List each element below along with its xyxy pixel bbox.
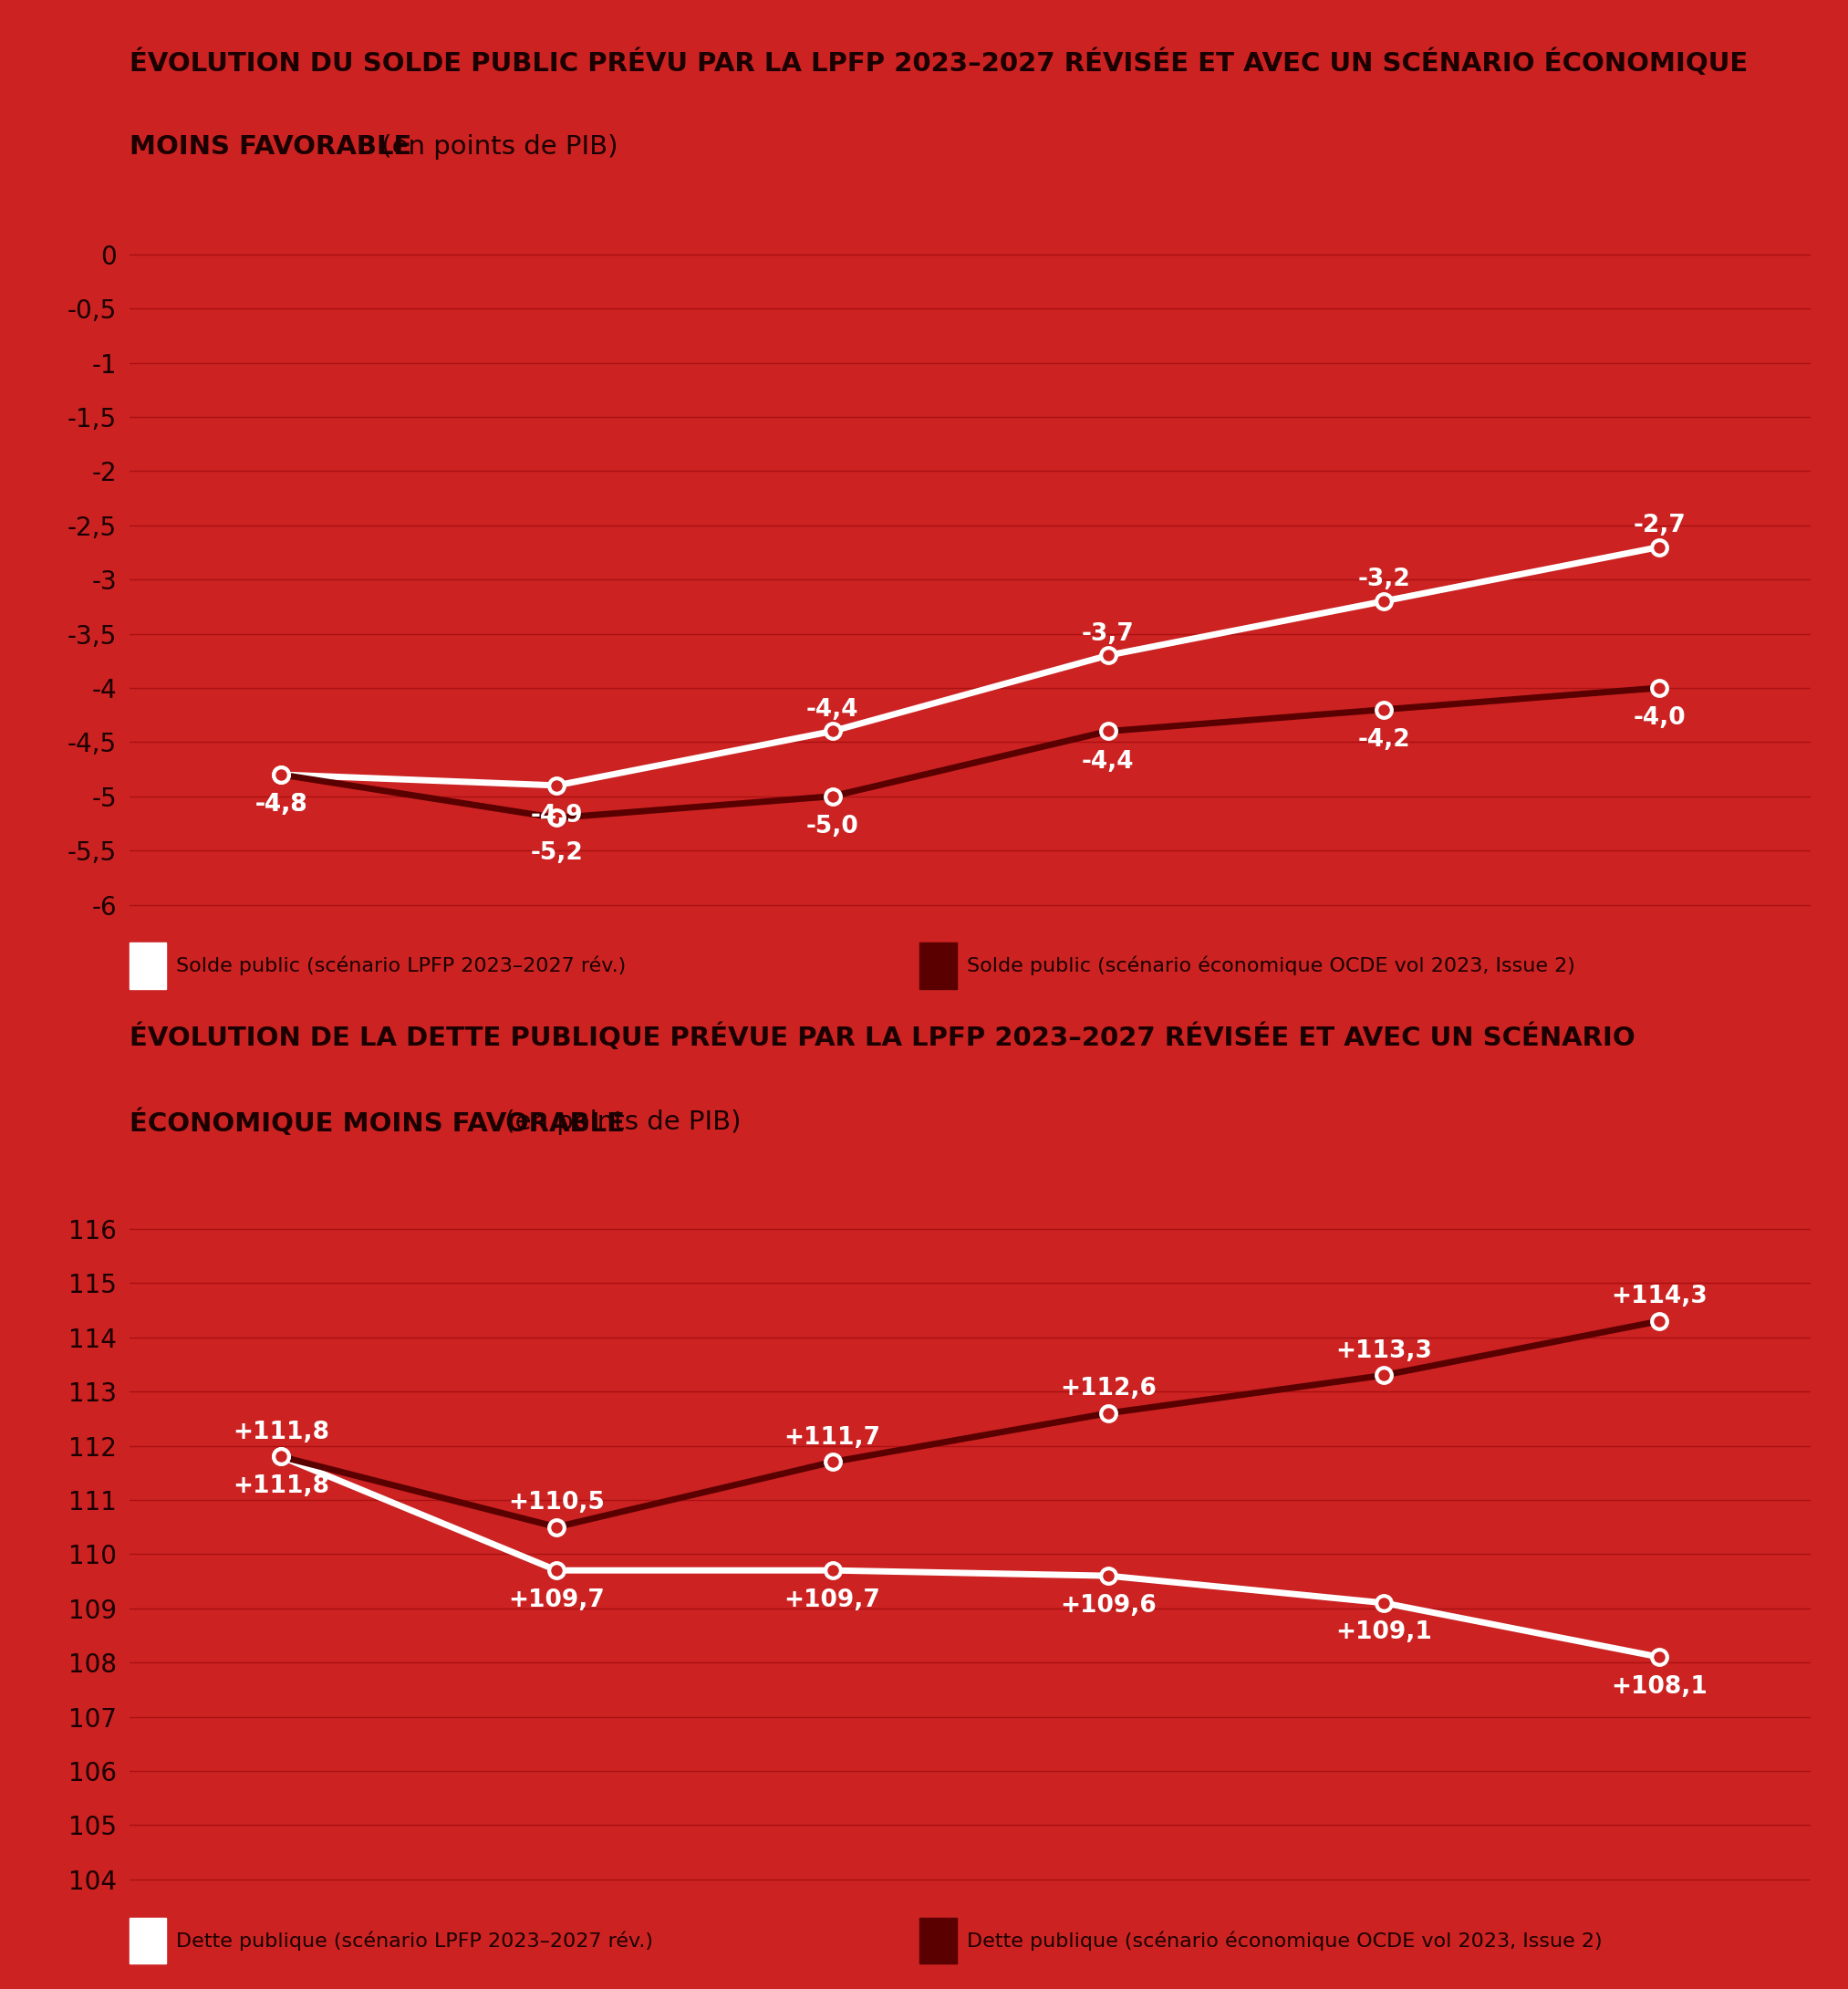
Text: +113,3: +113,3 xyxy=(1336,1339,1432,1362)
Text: -3,7: -3,7 xyxy=(1081,623,1135,646)
Text: -4,9: -4,9 xyxy=(530,804,582,827)
Bar xyxy=(129,1917,166,1963)
Text: +109,7: +109,7 xyxy=(508,1589,604,1611)
Bar xyxy=(129,943,166,989)
Text: +109,1: +109,1 xyxy=(1336,1621,1432,1645)
Text: MOINS FAVORABLE: MOINS FAVORABLE xyxy=(129,135,412,159)
Text: Dette publique (scénario LPFP 2023–2027 rév.): Dette publique (scénario LPFP 2023–2027 … xyxy=(176,1931,654,1951)
Text: ÉCONOMIQUE MOINS FAVORABLE: ÉCONOMIQUE MOINS FAVORABLE xyxy=(129,1110,625,1138)
Text: +110,5: +110,5 xyxy=(508,1492,604,1514)
Text: -2,7: -2,7 xyxy=(1634,513,1685,537)
Text: +109,7: +109,7 xyxy=(784,1589,881,1611)
Text: +112,6: +112,6 xyxy=(1059,1376,1157,1400)
Text: +109,6: +109,6 xyxy=(1059,1593,1157,1617)
Text: ÉVOLUTION DE LA DETTE PUBLIQUE PRÉVUE PAR LA LPFP 2023–2027 RÉVISÉE ET AVEC UN S: ÉVOLUTION DE LA DETTE PUBLIQUE PRÉVUE PA… xyxy=(129,1022,1635,1050)
Text: -4,2: -4,2 xyxy=(1358,728,1410,752)
Text: -4,0: -4,0 xyxy=(1634,706,1685,730)
Bar xyxy=(920,1917,957,1963)
Text: Solde public (scénario économique OCDE vol 2023, Issue 2): Solde public (scénario économique OCDE v… xyxy=(967,957,1574,977)
Bar xyxy=(920,943,957,989)
Text: -4,4: -4,4 xyxy=(806,698,859,722)
Text: -4,8: -4,8 xyxy=(255,794,307,817)
Text: ÉVOLUTION DU SOLDE PUBLIC PRÉVU PAR LA LPFP 2023–2027 RÉVISÉE ET AVEC UN SCÉNARI: ÉVOLUTION DU SOLDE PUBLIC PRÉVU PAR LA L… xyxy=(129,48,1748,76)
Text: -5,0: -5,0 xyxy=(806,815,859,839)
Text: -3,2: -3,2 xyxy=(1358,567,1410,591)
Text: Solde public (scénario LPFP 2023–2027 rév.): Solde public (scénario LPFP 2023–2027 ré… xyxy=(176,957,626,977)
Text: +111,7: +111,7 xyxy=(784,1426,881,1450)
Text: (en points de PIB): (en points de PIB) xyxy=(495,1110,741,1134)
Text: +111,8: +111,8 xyxy=(233,1420,329,1444)
Text: -4,8: -4,8 xyxy=(255,794,307,817)
Text: (en points de PIB): (en points de PIB) xyxy=(373,135,617,159)
Text: Dette publique (scénario économique OCDE vol 2023, Issue 2): Dette publique (scénario économique OCDE… xyxy=(967,1931,1602,1951)
Text: -5,2: -5,2 xyxy=(530,841,582,865)
Text: -4,4: -4,4 xyxy=(1081,750,1135,774)
Text: +111,8: +111,8 xyxy=(233,1474,329,1498)
Text: +108,1: +108,1 xyxy=(1611,1675,1708,1699)
Text: +114,3: +114,3 xyxy=(1611,1285,1708,1309)
